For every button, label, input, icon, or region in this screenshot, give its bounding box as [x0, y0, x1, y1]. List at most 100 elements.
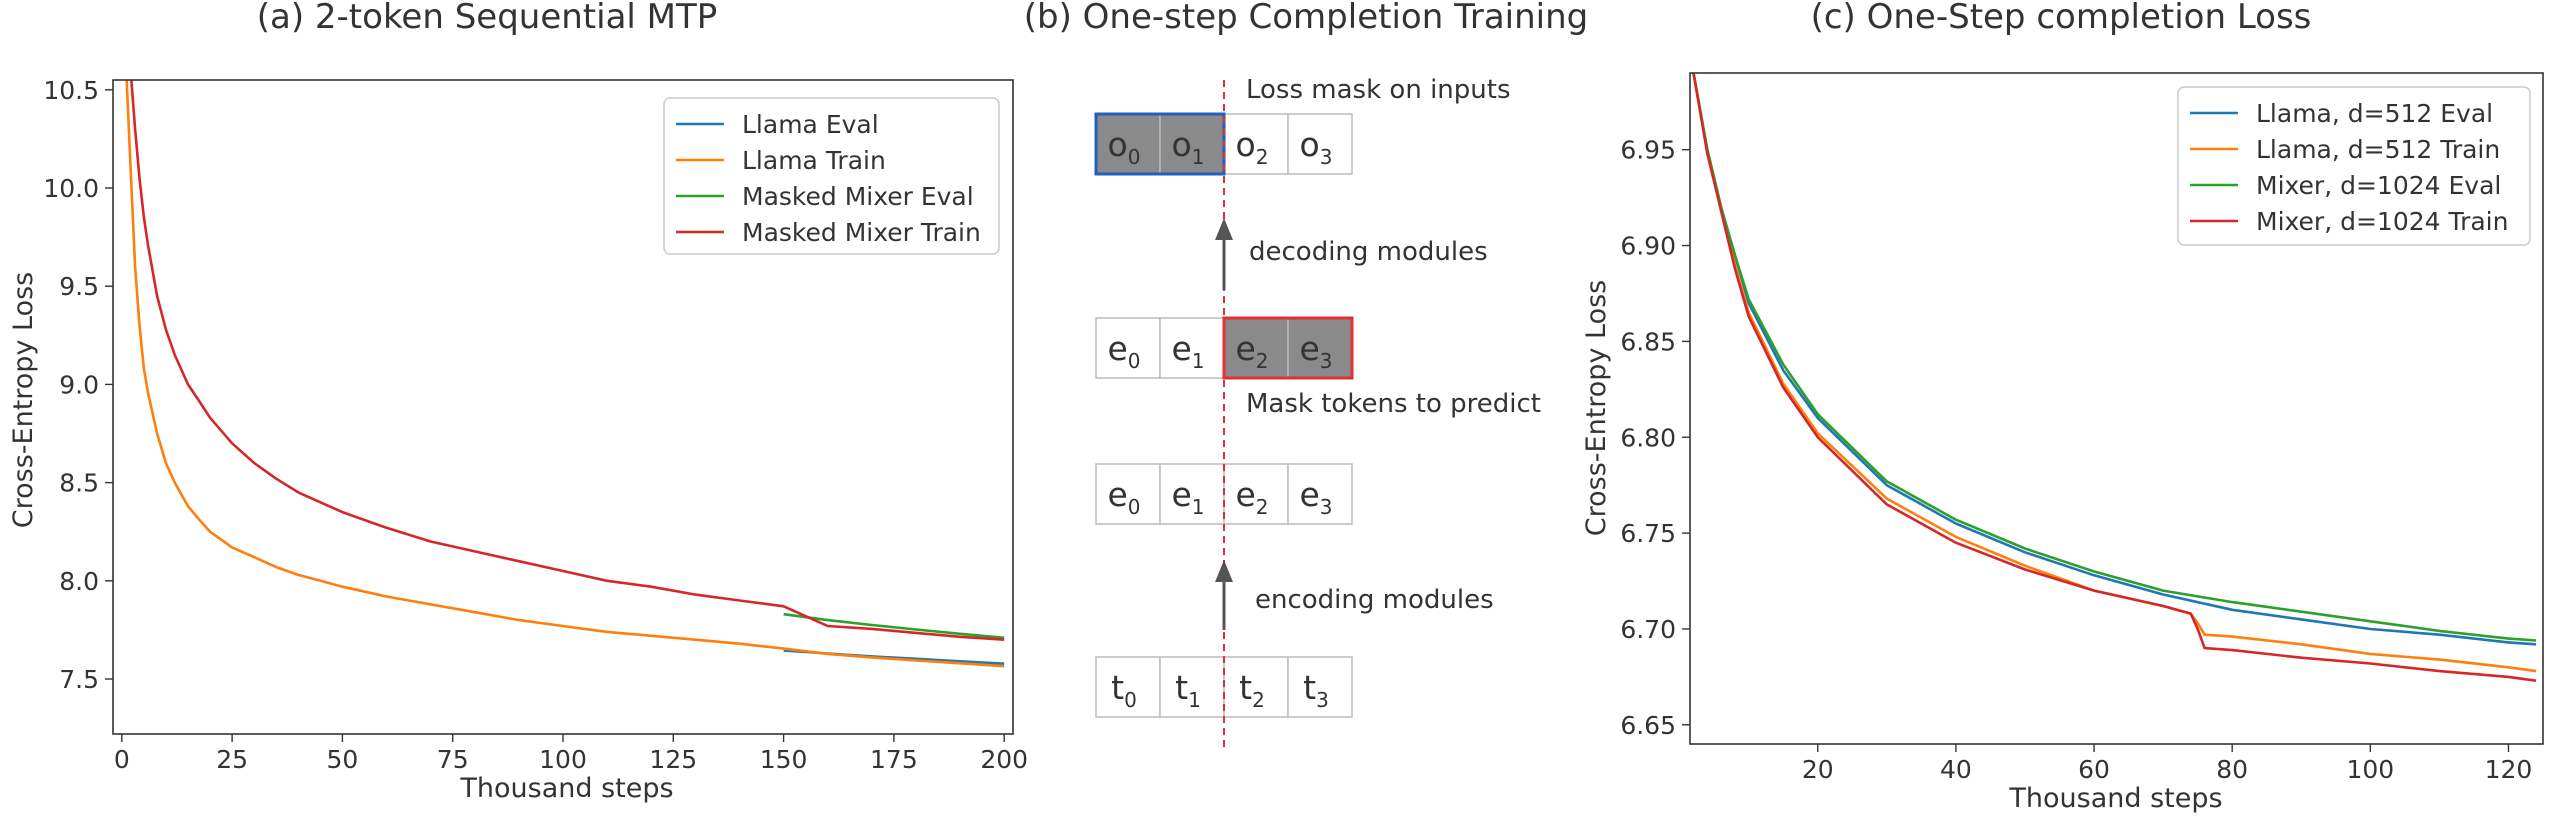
y-tick-label: 6.85	[1620, 327, 1676, 356]
chart-a-title: (a) 2-token Sequential MTP	[257, 0, 718, 37]
series-line	[783, 612, 1005, 640]
chart-c-legend-box	[2177, 86, 2531, 246]
token-box	[1223, 113, 1289, 175]
x-tick-label: 150	[760, 745, 808, 774]
y-tick-label: 6.95	[1620, 136, 1676, 165]
series-line	[125, 80, 1005, 668]
y-tick-label: 7.5	[59, 665, 99, 694]
token-label: o3	[1300, 125, 1333, 169]
x-tick-label: 100	[2346, 755, 2394, 784]
chart-c-xlabel: Thousand steps	[2008, 783, 2222, 814]
token-label: e1	[1171, 329, 1204, 373]
x-tick-label: 75	[437, 745, 469, 774]
encoding-modules-label: encoding modules	[1255, 585, 1494, 615]
x-tick-label: 80	[2216, 755, 2248, 784]
chart-c-title: (c) One-Step completion Loss	[1811, 0, 2312, 37]
token-row: o0 o1 o2 o3	[1094, 112, 1353, 176]
chart-c-series-lines	[1692, 73, 2537, 682]
token-label: e1	[1171, 475, 1204, 519]
x-tick-label: 25	[216, 745, 248, 774]
one-step-completion-diagram: (b) One-step Completion Training o0 o1 o2 o…	[1024, 0, 1588, 750]
y-tick-label: 10.0	[43, 174, 99, 203]
x-tick-label: 125	[649, 745, 697, 774]
legend-entry: Llama Eval	[742, 110, 879, 139]
y-tick-label: 6.75	[1620, 519, 1676, 548]
legend-entry: Masked Mixer Eval	[742, 182, 974, 211]
y-tick-label: 8.5	[59, 469, 99, 498]
y-tick-label: 8.0	[59, 567, 99, 596]
series-line	[130, 80, 1005, 641]
legend-entry: Llama, d=512 Eval	[2256, 99, 2493, 128]
token-label: o2	[1236, 125, 1269, 169]
x-tick-label: 175	[870, 745, 918, 774]
token-label: o0	[1108, 125, 1141, 169]
token-label: t3	[1303, 668, 1329, 712]
loss-mask-label: Loss mask on inputs	[1246, 75, 1511, 105]
token-box	[1159, 656, 1225, 718]
chart-c-legend: Llama, d=512 Eval Llama, d=512 Train Mixer…	[2190, 99, 2508, 236]
legend-entry: Llama, d=512 Train	[2256, 135, 2500, 164]
token-label: e3	[1299, 475, 1332, 519]
token-row: t0 t1 t2 t3	[1095, 656, 1353, 718]
x-tick-label: 50	[327, 745, 359, 774]
token-rows: o0 o1 o2 o3 e0 e1 e2 e3 e0 e1 e2 e3 t0 t1 t2 t3	[1094, 112, 1354, 718]
mask-tokens-label: Mask tokens to predict	[1246, 389, 1541, 419]
legend-entry: Masked Mixer Train	[742, 218, 981, 247]
legend-entry: Mixer, d=1024 Train	[2256, 207, 2508, 236]
token-label: e3	[1299, 329, 1332, 373]
x-tick-label: 40	[1940, 755, 1972, 784]
x-tick-label: 120	[2485, 755, 2533, 784]
token-box	[1095, 113, 1161, 175]
token-label: o1	[1172, 125, 1205, 169]
token-box	[1287, 656, 1353, 718]
encoding-arrow	[1215, 560, 1233, 630]
chart-a-xlabel: Thousand steps	[459, 773, 673, 804]
token-box	[1223, 656, 1289, 718]
decoding-modules-label: decoding modules	[1249, 237, 1488, 267]
token-label: e0	[1107, 475, 1140, 519]
decoding-arrow	[1215, 218, 1233, 290]
y-tick-label: 9.5	[59, 272, 99, 301]
chart-c-ticks: 20 40 60 80 100 120 6.65 6.70 6.75 6.80 6.85 6.90 6.…	[1620, 136, 2532, 784]
legend-entry: Llama Train	[742, 146, 886, 175]
token-row: e0 e1 e2 e3	[1095, 463, 1353, 525]
series-line	[1692, 73, 2537, 682]
chart-c-plot-frame	[1689, 72, 2544, 745]
series-line	[1692, 73, 2537, 642]
token-label: e0	[1107, 329, 1140, 373]
chart-a-series-lines	[125, 80, 1005, 668]
loss-chart-one-step: (c) One-Step completion Loss Thousand st…	[1581, 0, 2544, 814]
loss-chart-mtp: (a) 2-token Sequential MTP Thousand step…	[8, 0, 1028, 804]
x-tick-label: 60	[2078, 755, 2110, 784]
y-tick-label: 10.5	[43, 76, 99, 105]
x-tick-label: 100	[539, 745, 587, 774]
token-box	[1287, 113, 1353, 175]
chart-a-legend: Llama Eval Llama Train Masked Mixer Eval Ma…	[676, 110, 981, 247]
chart-c-ylabel: Cross-Entropy Loss	[1581, 280, 1612, 536]
token-box	[1159, 463, 1225, 525]
y-tick-label: 9.0	[59, 370, 99, 399]
chart-a-legend-box	[663, 97, 1000, 255]
token-box	[1287, 463, 1353, 525]
token-label: e2	[1235, 475, 1268, 519]
token-box	[1223, 463, 1289, 525]
x-tick-label: 0	[114, 745, 130, 774]
x-tick-label: 20	[1802, 755, 1834, 784]
token-box	[1159, 317, 1225, 379]
token-row: e0 e1 e2 e3	[1095, 316, 1354, 380]
chart-a-ticks: 0 25 50 75 100 125 150 175 200 7.5 8.0 8.5 9.0 9.5 10.…	[43, 76, 1028, 774]
y-tick-label: 6.80	[1620, 423, 1676, 452]
token-label: t0	[1111, 668, 1137, 712]
token-label: t1	[1175, 668, 1201, 712]
y-tick-label: 6.90	[1620, 232, 1676, 261]
legend-entry: Mixer, d=1024 Eval	[2256, 171, 2501, 200]
x-tick-label: 200	[980, 745, 1028, 774]
y-tick-label: 6.70	[1620, 615, 1676, 644]
diagram-title: (b) One-step Completion Training	[1024, 0, 1588, 37]
token-box	[1095, 656, 1161, 718]
token-label: t2	[1239, 668, 1265, 712]
chart-a-ylabel: Cross-Entropy Loss	[8, 272, 39, 528]
token-label: e2	[1235, 329, 1268, 373]
y-tick-label: 6.65	[1620, 711, 1676, 740]
